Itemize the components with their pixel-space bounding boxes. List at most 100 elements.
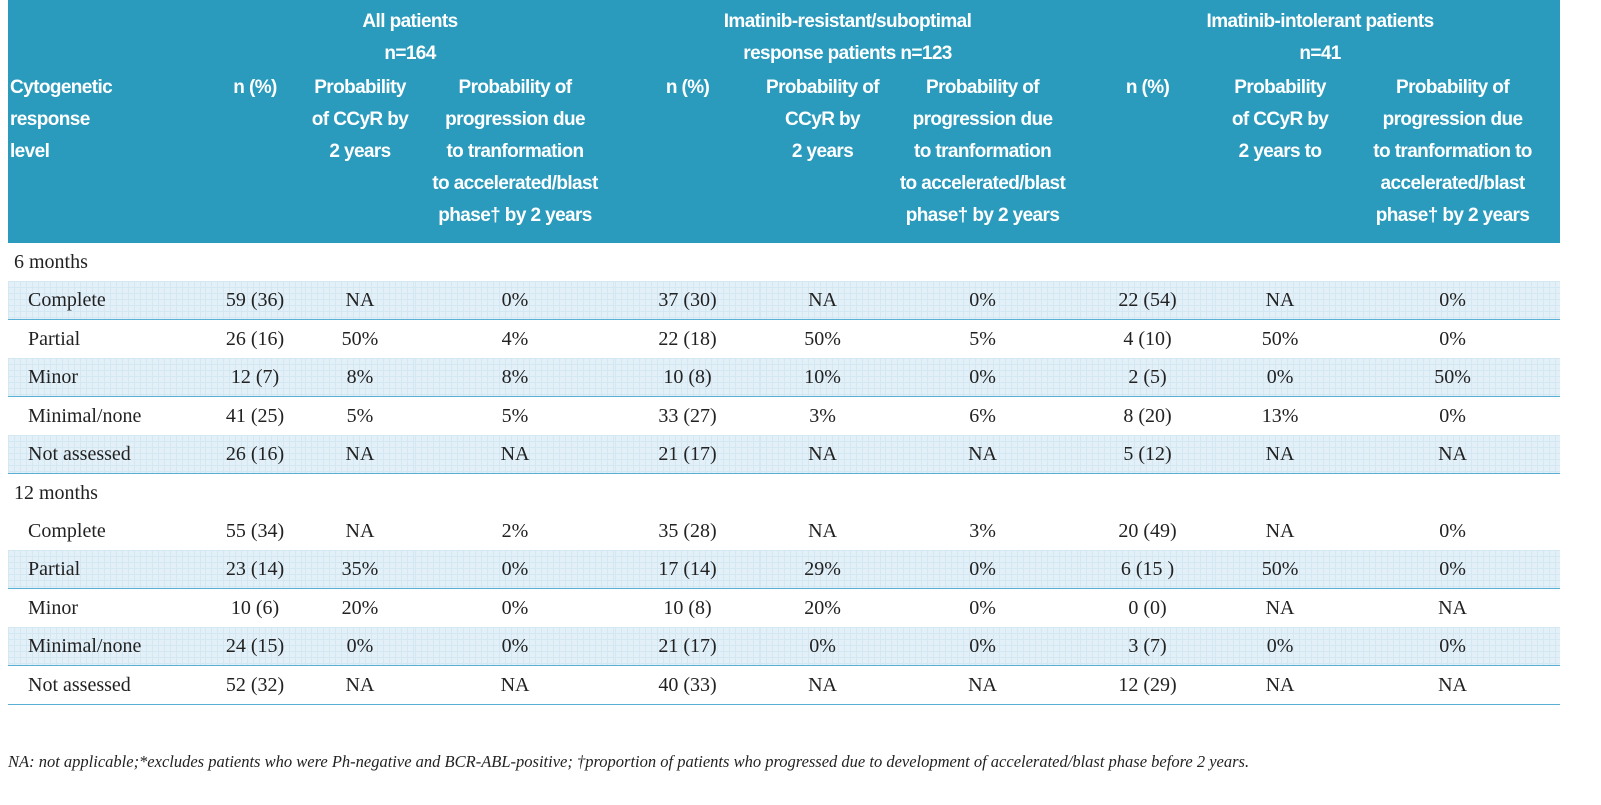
cell: 5% xyxy=(501,404,529,427)
header-line: progression due xyxy=(912,109,1053,130)
cell: NA xyxy=(1265,596,1295,619)
cell: 13% xyxy=(1261,404,1299,427)
cell: 59 (36) xyxy=(205,281,305,320)
cell: 12 (29) xyxy=(1080,665,1216,705)
header-line: progression due xyxy=(445,109,585,130)
cell: 17 (14) xyxy=(615,550,761,589)
header-cell xyxy=(8,0,205,72)
cell: 0% xyxy=(501,596,529,619)
cell: 0% xyxy=(1345,281,1561,320)
cell: 29% xyxy=(760,550,886,589)
cell: NA xyxy=(1438,596,1467,619)
cell: 21 (17) xyxy=(615,627,761,666)
cell: 40 (33) xyxy=(615,665,761,705)
cell: 26 (16) xyxy=(225,327,285,350)
header-line: to tranformation xyxy=(913,141,1052,162)
cell: 0% xyxy=(969,596,996,619)
cell: 20 (49) xyxy=(1118,519,1177,542)
cell: 0% xyxy=(415,550,616,589)
row-label: Not assessed xyxy=(8,665,205,705)
cell: 20% xyxy=(804,596,841,619)
cell: 4 (10) xyxy=(1123,327,1172,350)
cell: 50% xyxy=(1215,550,1346,589)
table-header: All patients n=164 Imatinib-resistant/subo… xyxy=(8,0,1561,243)
cell: 55 (34) xyxy=(225,519,285,542)
cell: NA xyxy=(885,435,1081,474)
header-line: Probability xyxy=(1234,77,1326,98)
section-title: 6 months xyxy=(14,250,88,273)
header-line: Probability xyxy=(314,77,406,98)
column-header: Cytogenetic response level xyxy=(8,72,205,243)
cell: NA xyxy=(305,435,415,474)
row-label: Complete xyxy=(8,281,205,320)
column-header: n (%) xyxy=(205,72,305,243)
cell: 10 (8) xyxy=(663,596,712,619)
header-line: phase† by 2 years xyxy=(905,205,1060,226)
column-header: n (%) xyxy=(1080,72,1216,243)
header-line: to tranformation xyxy=(446,141,584,162)
cell: 8% xyxy=(415,358,616,397)
group-header: Imatinib-intolerant patients n=41 xyxy=(1080,0,1561,72)
data-row: Minimal/none 41 (25) 5% 5% 33 (27) 3% 6% 8 (20)… xyxy=(8,397,1560,436)
header-line: to accelerated/blast xyxy=(899,173,1066,194)
column-header: Probability of CCyR by 2 years xyxy=(760,72,886,243)
group-header-row: All patients n=164 Imatinib-resistant/subo… xyxy=(8,0,1561,72)
section-row: 12 months xyxy=(8,474,1560,513)
cell: NA xyxy=(1215,435,1346,474)
cell: 35 (28) xyxy=(658,519,717,542)
header-line: All patients xyxy=(362,11,458,32)
column-header: Probability of CCyR by 2 years xyxy=(305,72,415,243)
data-row: Minimal/none 24 (15) 0% 0% 21 (17) 0% 0% 3 (7) 0… xyxy=(8,627,1561,666)
column-header-row: Cytogenetic response level n (%) Probability… xyxy=(8,72,1561,243)
cell: 6 (15 ) xyxy=(1080,550,1216,589)
header-line: Probability of xyxy=(1396,77,1510,98)
cell: 5% xyxy=(346,404,374,427)
cell: 10% xyxy=(760,358,886,397)
cell: NA xyxy=(1345,665,1561,705)
row-label: Minor xyxy=(28,596,78,619)
cell: 52 (32) xyxy=(205,665,305,705)
cell: 5 (12) xyxy=(1080,435,1216,474)
response-table: All patients n=164 Imatinib-resistant/subo… xyxy=(8,0,1561,705)
header-line: to accelerated/blast xyxy=(432,173,598,194)
cell: 0% xyxy=(1439,327,1466,350)
header-line: Probability of xyxy=(926,77,1040,98)
cell: 41 (25) xyxy=(225,404,285,427)
cell: 12 (7) xyxy=(205,358,305,397)
column-header: Probability of progression due to tranform… xyxy=(1345,72,1561,243)
header-line: of CCyR by xyxy=(1231,109,1329,130)
header-line: 2 years xyxy=(329,141,391,162)
header-line: n=41 xyxy=(1299,43,1341,64)
cell: 0% xyxy=(1345,550,1561,589)
cell: 0% xyxy=(1439,404,1466,427)
cell: 22 (54) xyxy=(1080,281,1216,320)
cell: 0% xyxy=(885,358,1081,397)
cell: 8 (20) xyxy=(1123,404,1172,427)
cell: 50% xyxy=(1345,358,1561,397)
cell: 0% xyxy=(1345,627,1561,666)
cell: 0% xyxy=(415,281,616,320)
header-line: Imatinib-resistant/suboptimal xyxy=(723,11,972,32)
cell: 50% xyxy=(1261,327,1299,350)
cell: 50% xyxy=(341,327,379,350)
header-line: to tranformation to xyxy=(1373,141,1532,162)
footnote: NA: not applicable;*excludes patients wh… xyxy=(8,752,1250,771)
cell: 26 (16) xyxy=(205,435,305,474)
header-line: 2 years to xyxy=(1238,141,1322,162)
cell: 0% xyxy=(1439,519,1466,542)
cell: 50% xyxy=(804,327,841,350)
data-row: Not assessed 52 (32) NA NA 40 (33) NA NA 12 (29… xyxy=(8,665,1561,705)
cell: 33 (27) xyxy=(658,404,717,427)
header-line: accelerated/blast xyxy=(1380,173,1526,194)
cell: 0 (0) xyxy=(1128,596,1167,619)
cell: 0% xyxy=(1215,627,1346,666)
cell: 0% xyxy=(415,627,616,666)
data-row: Partial 23 (14) 35% 0% 17 (14) 29% 0% 6 (15 ) 50… xyxy=(8,550,1561,589)
header-line: CCyR by xyxy=(785,109,861,130)
cell: 6% xyxy=(969,404,996,427)
cell: 4% xyxy=(501,327,529,350)
column-header: Probability of progression due to tranform… xyxy=(885,72,1081,243)
column-header: Probability of progression due to tranform… xyxy=(415,72,616,243)
data-row: Complete 59 (36) NA 0% 37 (30) NA 0% 22 (54) NA 0… xyxy=(8,281,1561,320)
cell: NA xyxy=(760,665,886,705)
